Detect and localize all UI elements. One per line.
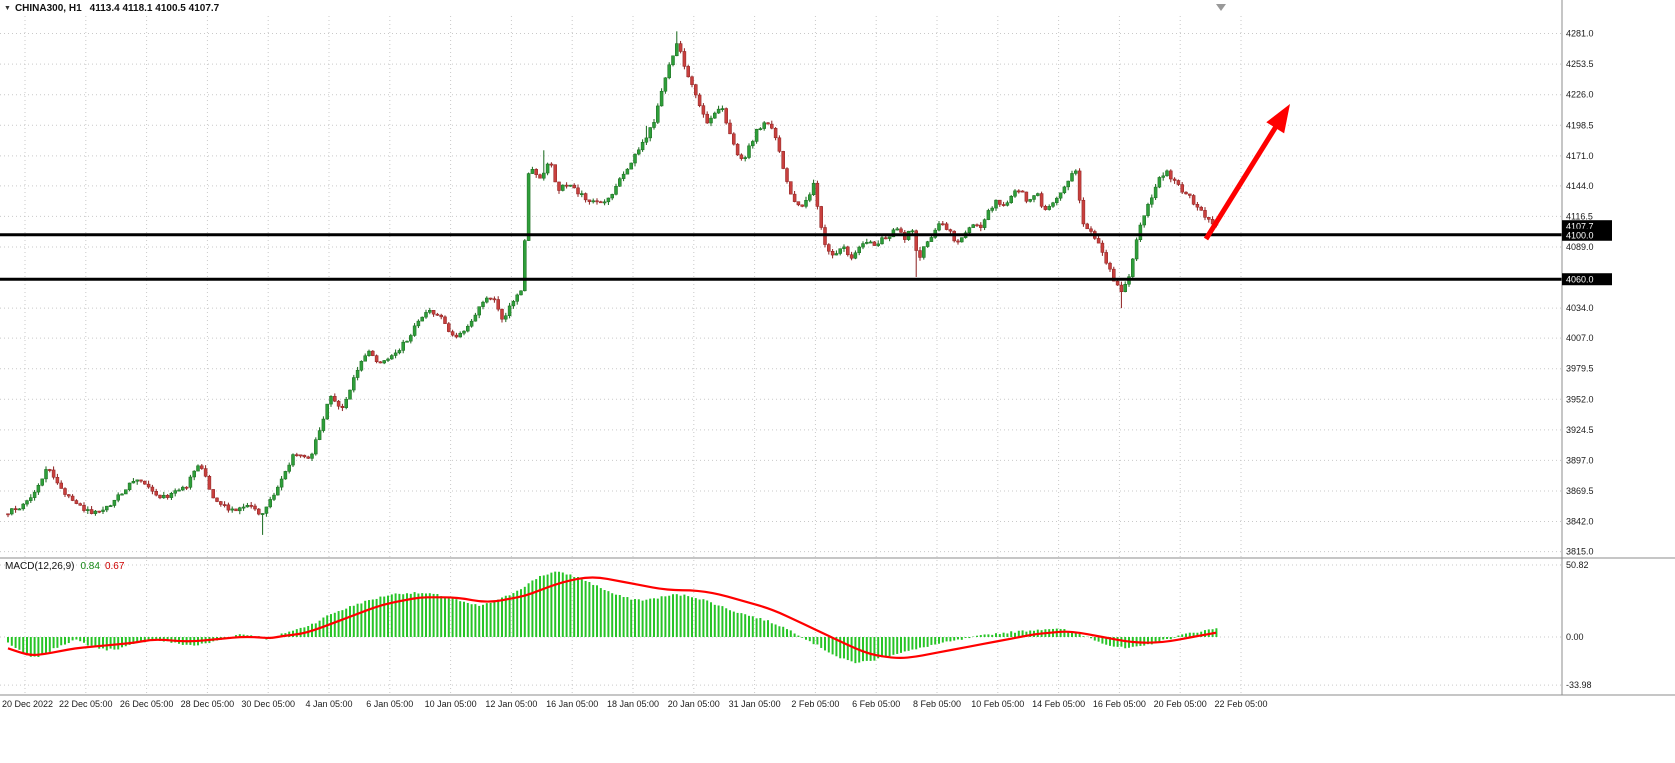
trend-arrow-annotation[interactable] [1203, 104, 1290, 241]
price-tag [1562, 228, 1612, 241]
time-tick-label: 16 Jan 05:00 [546, 699, 598, 709]
time-tick-label: 10 Jan 05:00 [425, 699, 477, 709]
price-tick-label: 4171.0 [1566, 151, 1594, 161]
price-tick-label: 3869.5 [1566, 486, 1594, 496]
price-tag-label: 4100.0 [1566, 230, 1594, 240]
pane-separators [0, 0, 1675, 696]
price-tick-label: 4007.0 [1566, 333, 1594, 343]
chevron-down-icon[interactable]: ▼ [4, 5, 11, 12]
time-tick-label: 4 Jan 05:00 [305, 699, 352, 709]
price-tag [1562, 273, 1612, 286]
macd-tick-label: -33.98 [1566, 680, 1592, 690]
price-tag-label: 4107.7 [1566, 222, 1594, 232]
price-tag-label: 4060.0 [1566, 275, 1594, 285]
time-tick-label: 22 Dec 05:00 [59, 699, 113, 709]
time-tick-label: 26 Dec 05:00 [120, 699, 174, 709]
price-tick-label: 3952.0 [1566, 394, 1594, 404]
time-tick-label: 20 Dec 2022 [2, 699, 53, 709]
macd-pane [7, 571, 1218, 664]
macd-name: MACD(12,26,9) [5, 561, 75, 572]
time-tick-label: 20 Feb 05:00 [1154, 699, 1207, 709]
price-tick-label: 4116.5 [1566, 211, 1593, 221]
price-tick-label: 4034.0 [1566, 303, 1594, 313]
time-tick-label: 28 Dec 05:00 [181, 699, 235, 709]
time-tick-label: 30 Dec 05:00 [241, 699, 295, 709]
macd-tick-label: 0.00 [1566, 632, 1584, 642]
price-tick-label: 3924.5 [1566, 425, 1594, 435]
chart-shift-marker[interactable] [1216, 4, 1226, 11]
price-tick-label: 4281.0 [1566, 29, 1594, 39]
time-tick-label: 6 Jan 05:00 [366, 699, 413, 709]
price-tick-label: 4253.5 [1566, 59, 1594, 69]
price-tick-label: 4144.0 [1566, 181, 1594, 191]
time-tick-label: 31 Jan 05:00 [729, 699, 781, 709]
time-tick-label: 8 Feb 05:00 [913, 699, 961, 709]
horizontal-level-lines[interactable] [0, 233, 1562, 281]
time-tick-label: 18 Jan 05:00 [607, 699, 659, 709]
macd-indicator-label: MACD(12,26,9) 0.84 0.67 [5, 561, 124, 572]
macd-tick-label: 50.82 [1566, 560, 1589, 570]
time-tick-label: 22 Feb 05:00 [1214, 699, 1267, 709]
time-tick-label: 16 Feb 05:00 [1093, 699, 1146, 709]
price-tick-label: 4198.5 [1566, 120, 1594, 130]
time-tick-label: 12 Jan 05:00 [485, 699, 537, 709]
price-tick-label: 3842.0 [1566, 517, 1594, 527]
macd-signal-value: 0.67 [104, 561, 125, 572]
price-tick-label: 3815.0 [1566, 547, 1594, 557]
time-tick-label: 14 Feb 05:00 [1032, 699, 1085, 709]
time-tick-label: 20 Jan 05:00 [668, 699, 720, 709]
time-tick-label: 2 Feb 05:00 [791, 699, 839, 709]
ohlc-values: 4113.4 4118.1 4100.5 4107.7 [89, 3, 220, 14]
time-tick-label: 10 Feb 05:00 [971, 699, 1024, 709]
price-axis: 4281.0 4253.5 4226.0 4198.5 4171.0 4144.0 4116… [1566, 29, 1594, 691]
macd-signal-line [7, 576, 1217, 660]
price-tick-label: 4089.0 [1566, 242, 1594, 252]
time-tick-label: 6 Feb 05:00 [852, 699, 900, 709]
time-axis: 20 Dec 2022 22 Dec 05:00 26 Dec 05:00 28 De… [2, 699, 1268, 709]
price-tick-label: 3897.0 [1566, 455, 1594, 465]
symbol-timeframe-label: CHINA300, H1 [14, 3, 82, 14]
macd-main-value: 0.84 [80, 561, 100, 572]
symbol-info-bar: ▼ CHINA300, H1 4113.4 4118.1 4100.5 4107.7 [4, 3, 219, 14]
arrow-head [1266, 104, 1290, 134]
price-tick-label: 4226.0 [1566, 90, 1594, 100]
candles-layer [6, 31, 1219, 535]
grid-layer [0, 16, 1562, 693]
price-tick-label: 3979.5 [1566, 364, 1594, 374]
